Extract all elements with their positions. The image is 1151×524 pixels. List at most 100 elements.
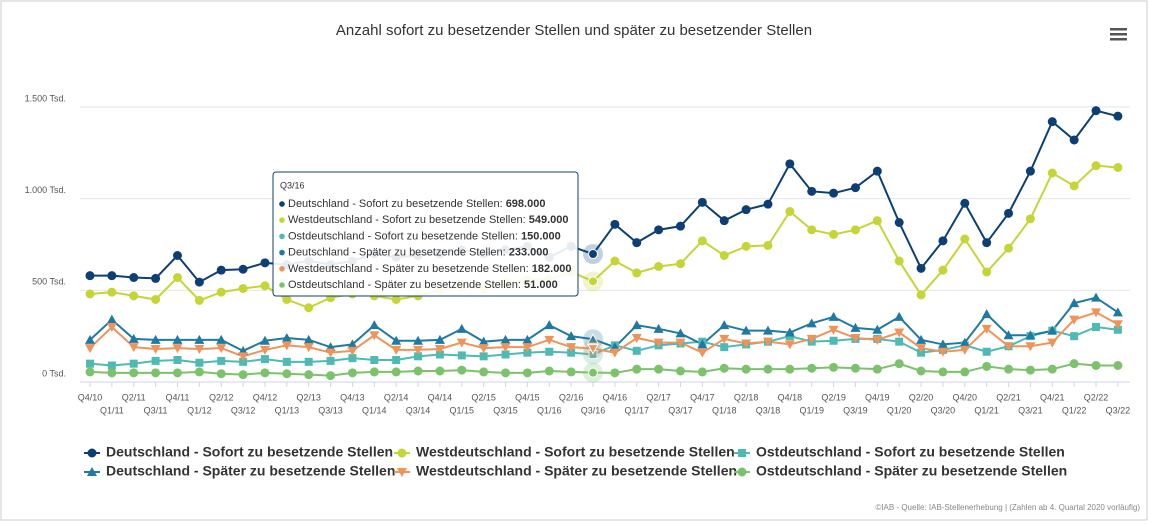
marker xyxy=(326,371,336,381)
marker xyxy=(719,320,730,330)
marker xyxy=(916,344,927,354)
marker xyxy=(260,368,270,378)
marker xyxy=(260,355,269,364)
tooltip-label: Deutschland - Sofort zu besetzende Stell… xyxy=(288,198,506,210)
x-tick-label: Q3/16 xyxy=(581,405,606,415)
marker xyxy=(566,343,577,353)
marker xyxy=(129,368,139,378)
marker xyxy=(894,311,905,321)
marker xyxy=(938,265,948,275)
marker xyxy=(937,347,948,357)
menu-button[interactable] xyxy=(1110,28,1127,41)
marker xyxy=(216,334,227,344)
marker xyxy=(434,334,445,344)
marker xyxy=(501,350,510,359)
marker xyxy=(1091,308,1102,318)
x-tick-label: Q4/15 xyxy=(515,392,540,402)
marker xyxy=(1025,166,1035,176)
marker xyxy=(587,344,599,355)
marker xyxy=(610,256,620,266)
marker xyxy=(304,370,314,380)
legend-item[interactable]: Ostdeutschland - Später zu besetzende St… xyxy=(734,463,1067,479)
x-tick-label: Q3/17 xyxy=(668,405,693,415)
marker xyxy=(1069,298,1080,308)
marker xyxy=(737,467,747,477)
marker xyxy=(435,350,444,359)
marker xyxy=(456,323,467,333)
marker xyxy=(850,322,861,332)
marker xyxy=(216,265,226,275)
marker xyxy=(872,324,883,334)
marker xyxy=(632,238,642,248)
marker xyxy=(567,348,576,357)
x-tick-label: Q3/14 xyxy=(406,405,431,415)
marker xyxy=(960,198,970,208)
marker xyxy=(392,356,401,364)
marker xyxy=(369,367,379,377)
x-tick-label: Q1/14 xyxy=(362,405,387,415)
x-tick-label: Q4/16 xyxy=(603,392,628,402)
marker xyxy=(128,333,139,343)
tooltip-label: Westdeutschland - Später zu besetzende S… xyxy=(288,263,532,275)
marker xyxy=(807,363,817,373)
tooltip-box xyxy=(272,171,579,297)
marker xyxy=(829,362,839,372)
marker xyxy=(1113,325,1122,334)
legend-item[interactable]: Westdeutschland - Später zu besetzende S… xyxy=(394,463,737,479)
marker xyxy=(654,262,664,271)
marker xyxy=(828,311,839,321)
marker xyxy=(478,336,489,346)
marker xyxy=(1113,163,1123,172)
legend-item[interactable]: Ostdeutschland - Sofort zu besetzende St… xyxy=(734,444,1065,460)
marker xyxy=(397,448,407,458)
marker xyxy=(959,345,970,355)
marker xyxy=(960,367,970,377)
tooltip-dot xyxy=(279,282,285,288)
marker xyxy=(281,333,292,342)
marker xyxy=(347,339,358,349)
marker xyxy=(872,364,882,374)
x-tick-label: Q1/11 xyxy=(100,405,124,415)
marker xyxy=(741,364,751,374)
tooltip-line: Westdeutschland - Sofort zu besetzende S… xyxy=(288,214,568,226)
x-tick-label: Q2/19 xyxy=(821,392,846,402)
marker xyxy=(610,219,620,229)
marker xyxy=(457,365,467,375)
marker xyxy=(522,368,532,378)
marker xyxy=(566,331,577,341)
marker xyxy=(1069,135,1079,145)
marker xyxy=(391,295,401,304)
tooltip-line: Westdeutschland - Später zu besetzende S… xyxy=(288,263,572,275)
x-tick-label: Q2/16 xyxy=(559,392,584,402)
x-tick-label: Q4/12 xyxy=(253,392,278,402)
legend-item[interactable]: Westdeutschland - Sofort zu besetzende S… xyxy=(394,444,735,460)
marker xyxy=(675,221,685,231)
marker xyxy=(895,337,904,346)
marker xyxy=(872,166,882,176)
marker xyxy=(588,249,599,260)
legend-label: Ostdeutschland - Sofort zu besetzende St… xyxy=(756,444,1065,460)
y-tick-label: 500 Tsd. xyxy=(32,277,66,287)
marker xyxy=(1070,332,1079,341)
marker xyxy=(719,216,729,226)
x-tick-label: Q3/11 xyxy=(144,405,168,415)
legend-item[interactable]: Deutschland - Später zu besetzende Stell… xyxy=(84,463,395,479)
marker xyxy=(631,320,642,330)
marker xyxy=(85,289,95,299)
marker xyxy=(675,338,686,348)
legend-item[interactable]: Deutschland - Sofort zu besetzende Stell… xyxy=(84,444,393,460)
marker xyxy=(85,367,95,377)
marker xyxy=(435,366,445,376)
marker xyxy=(107,368,117,378)
marker xyxy=(391,367,401,377)
tooltip-label: Ostdeutschland - Später zu besetzende St… xyxy=(288,279,524,291)
marker xyxy=(763,364,773,374)
marker xyxy=(1113,361,1123,370)
tooltip-label: Ostdeutschland - Sofort zu besetzende St… xyxy=(288,230,521,242)
marker xyxy=(172,273,182,282)
marker xyxy=(960,234,970,244)
marker xyxy=(982,347,991,356)
marker xyxy=(631,334,642,343)
marker xyxy=(238,264,248,274)
